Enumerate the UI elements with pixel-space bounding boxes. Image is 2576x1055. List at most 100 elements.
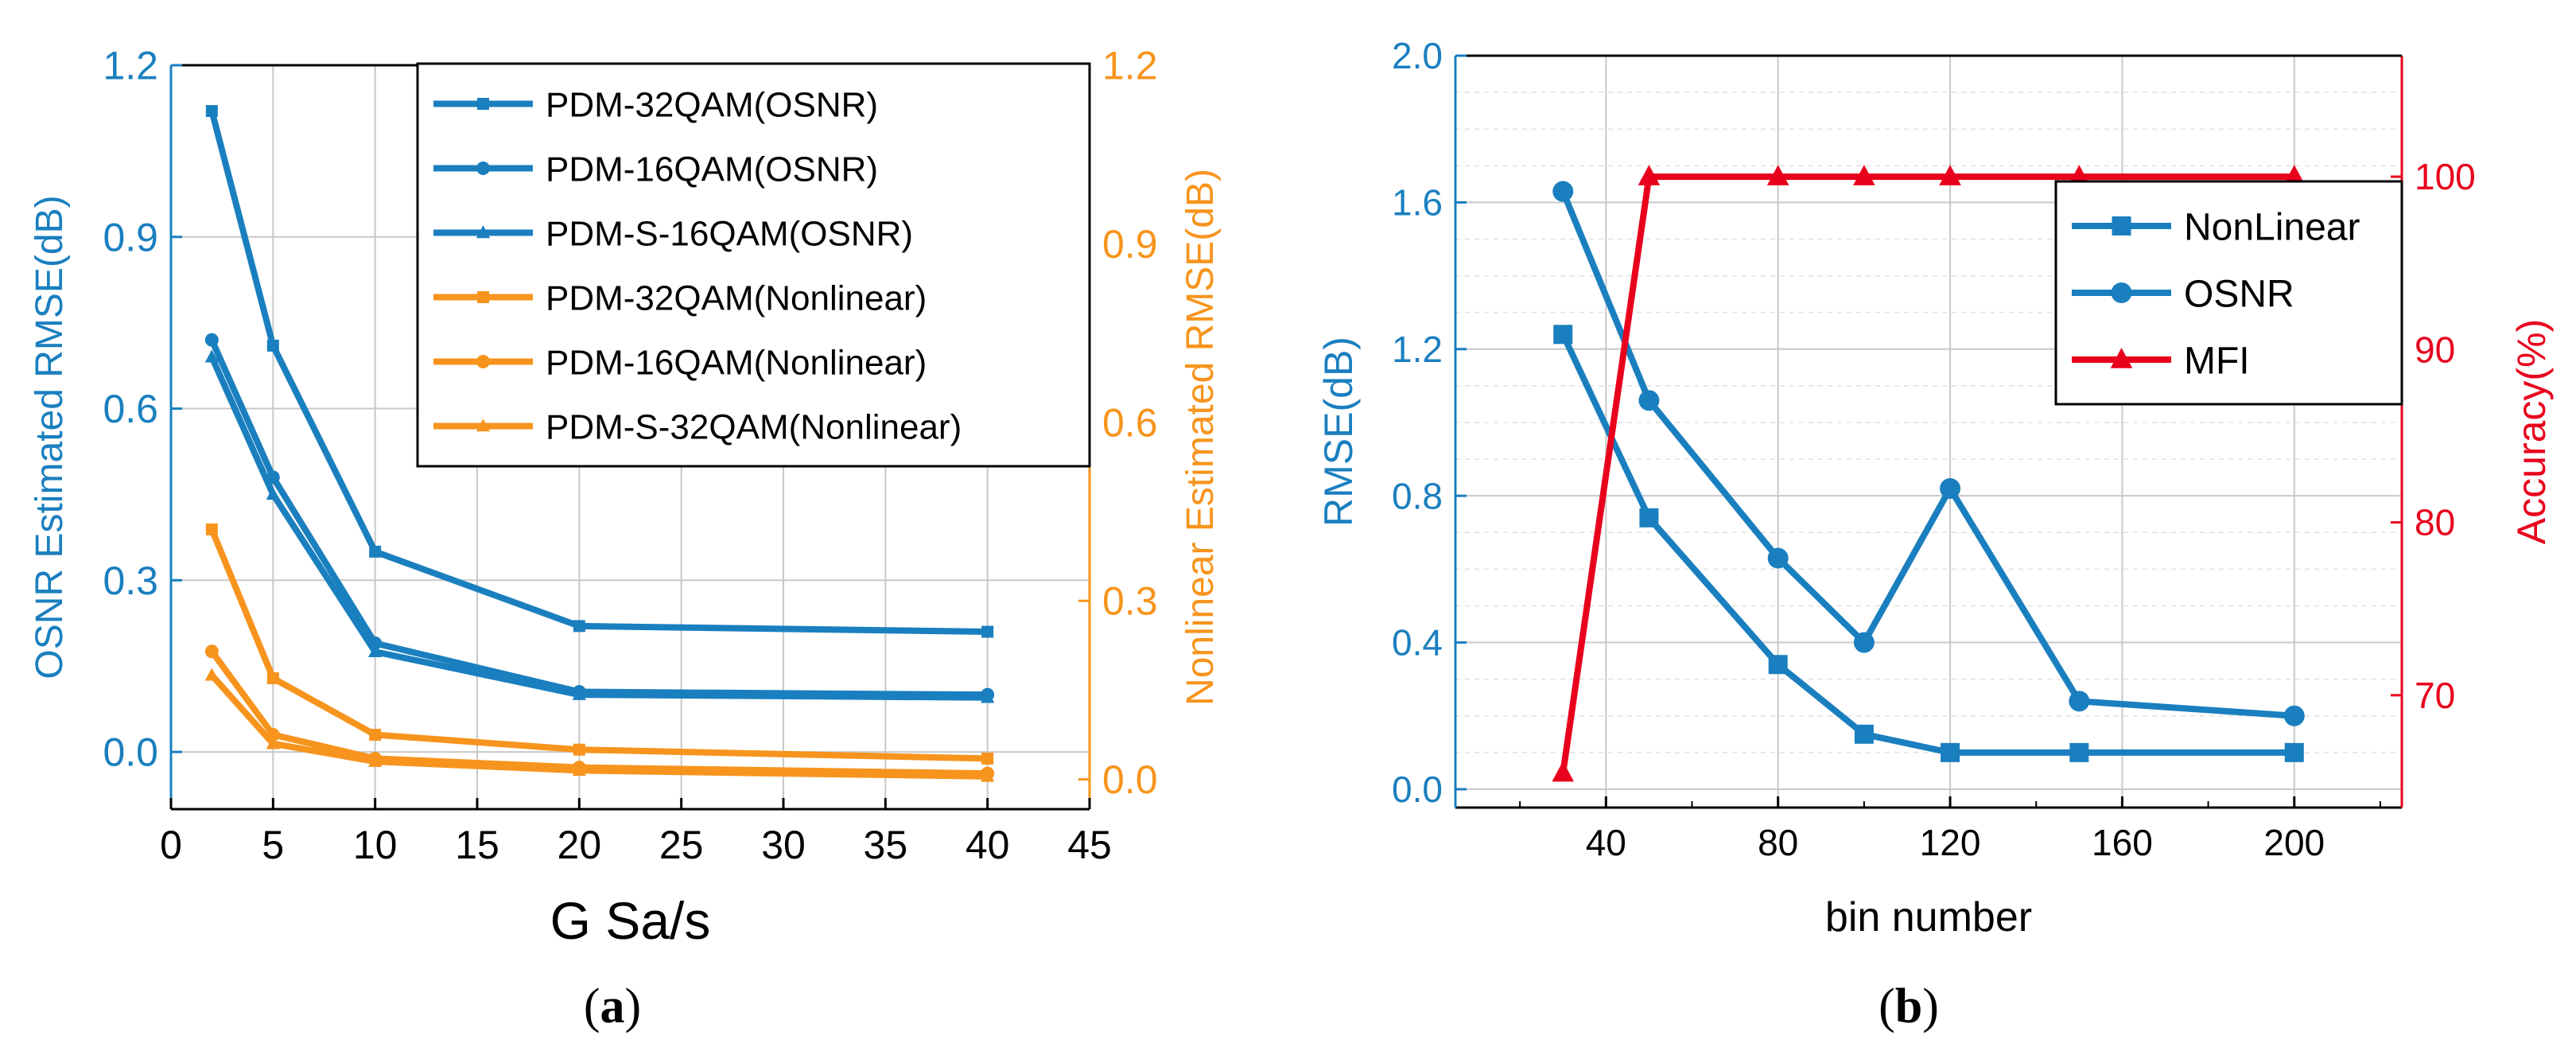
data-point (572, 763, 586, 777)
data-point (1639, 508, 1659, 528)
data-point (1768, 655, 1788, 675)
y-left-tick-label: 0.6 (103, 387, 158, 431)
x-axis-title: G Sa/s (550, 891, 711, 950)
legend-marker (476, 355, 490, 368)
y-left-tick-label: 0.4 (1392, 622, 1443, 664)
x-tick-label: 10 (353, 823, 398, 867)
panel-label-a: (a) (584, 979, 641, 1034)
data-point (1940, 477, 1961, 499)
data-point (1853, 165, 1875, 185)
x-tick-label: 120 (1920, 822, 1981, 863)
legend-marker (2110, 348, 2133, 368)
y-left-tick-label: 0.0 (103, 730, 158, 775)
panel-label-b: (b) (1879, 979, 1939, 1034)
data-point (981, 690, 995, 703)
data-point (2069, 691, 2090, 712)
x-tick-label: 160 (2092, 822, 2153, 863)
y-right-tick-label: 0.0 (1102, 757, 1158, 802)
data-point (1854, 724, 1874, 744)
y-right-tick-label: 80 (2415, 502, 2455, 543)
y-left-tick-label: 0.8 (1392, 475, 1443, 516)
data-point (266, 672, 279, 684)
data-point (205, 105, 218, 118)
legend-marker (2112, 216, 2131, 236)
data-point (2069, 742, 2089, 762)
y-left-tick-label: 0.9 (103, 215, 158, 259)
legend-marker (476, 162, 490, 175)
x-tick-label: 15 (455, 823, 499, 867)
data-point (266, 736, 280, 749)
data-point (573, 620, 585, 633)
data-point (1638, 165, 1661, 185)
data-point (204, 644, 219, 659)
y-left-axis-title: OSNR Estimated RMSE(dB) (29, 195, 71, 679)
plot-area (1455, 56, 2402, 808)
x-tick-label: 5 (262, 823, 284, 867)
y-right-axis-title: Accuracy(%) (2509, 319, 2554, 544)
y-right-tick-label: 0.6 (1102, 400, 1158, 445)
data-point (1638, 390, 1660, 411)
data-point (1853, 632, 1875, 653)
data-point (2283, 705, 2305, 726)
data-point (369, 545, 382, 558)
x-tick-label: 80 (1758, 822, 1798, 863)
y-left-tick-label: 1.2 (103, 44, 158, 88)
x-tick-label: 200 (2263, 822, 2325, 863)
y-right-tick-label: 90 (2415, 329, 2455, 370)
legend-box (416, 62, 1091, 468)
x-tick-label: 0 (160, 823, 182, 867)
data-point (1766, 165, 1789, 185)
data-point (1552, 761, 1575, 782)
data-point (981, 769, 995, 782)
data-point (1553, 325, 1573, 345)
y-left-axis-title: RMSE(dB) (1316, 337, 1361, 527)
x-tick-label: 30 (761, 823, 806, 867)
data-point (1767, 547, 1789, 569)
x-tick-label: 40 (966, 823, 1010, 867)
legend-entry: PDM-S-16QAM(OSNR) (546, 214, 913, 253)
legend-entry: OSNR (2184, 273, 2294, 315)
legend-marker (476, 418, 491, 432)
data-point (266, 487, 280, 500)
legend-entry: PDM-32QAM(Nonlinear) (546, 278, 927, 317)
data-point (1552, 181, 1574, 202)
legend-entry: MFI (2184, 340, 2250, 382)
data-point (369, 729, 382, 741)
data-point (205, 523, 218, 535)
data-point (2284, 742, 2304, 762)
x-axis-title: bin number (1825, 894, 2032, 940)
legend-marker (2111, 282, 2132, 303)
y-right-tick-label: 0.9 (1102, 222, 1158, 267)
y-left-tick-label: 1.6 (1392, 181, 1443, 223)
x-tick-label: 45 (1067, 823, 1112, 867)
legend-entry: PDM-16QAM(Nonlinear) (546, 343, 927, 382)
data-point (368, 644, 383, 657)
x-tick-label: 20 (558, 823, 602, 867)
y-left-tick-label: 2.0 (1392, 35, 1443, 76)
legend-entry: PDM-32QAM(OSNR) (546, 85, 878, 124)
data-point (204, 349, 219, 363)
legend-marker (477, 98, 489, 110)
x-tick-label: 40 (1586, 822, 1626, 863)
data-point (204, 668, 219, 681)
y-right-axis-title: Nonlinear Estimated RMSE(dB) (1179, 169, 1222, 706)
legend-entry: PDM-16QAM(OSNR) (546, 150, 878, 189)
y-left-tick-label: 0.0 (1392, 769, 1443, 810)
data-point (1939, 165, 1961, 185)
legend-entry: NonLinear (2184, 206, 2360, 248)
y-right-tick-label: 70 (2415, 675, 2455, 716)
data-point (1941, 742, 1960, 762)
data-point (981, 752, 994, 765)
data-point (204, 333, 219, 347)
y-left-tick-label: 1.2 (1392, 329, 1443, 370)
legend-marker (476, 225, 491, 239)
legend-marker (477, 291, 489, 303)
y-left-tick-label: 0.3 (103, 559, 158, 603)
data-point (368, 753, 383, 767)
data-point (2283, 165, 2306, 185)
legend-entry: PDM-S-32QAM(Nonlinear) (546, 407, 962, 446)
data-point (981, 625, 994, 638)
data-point (266, 339, 279, 352)
y-right-tick-label: 0.3 (1102, 579, 1158, 624)
